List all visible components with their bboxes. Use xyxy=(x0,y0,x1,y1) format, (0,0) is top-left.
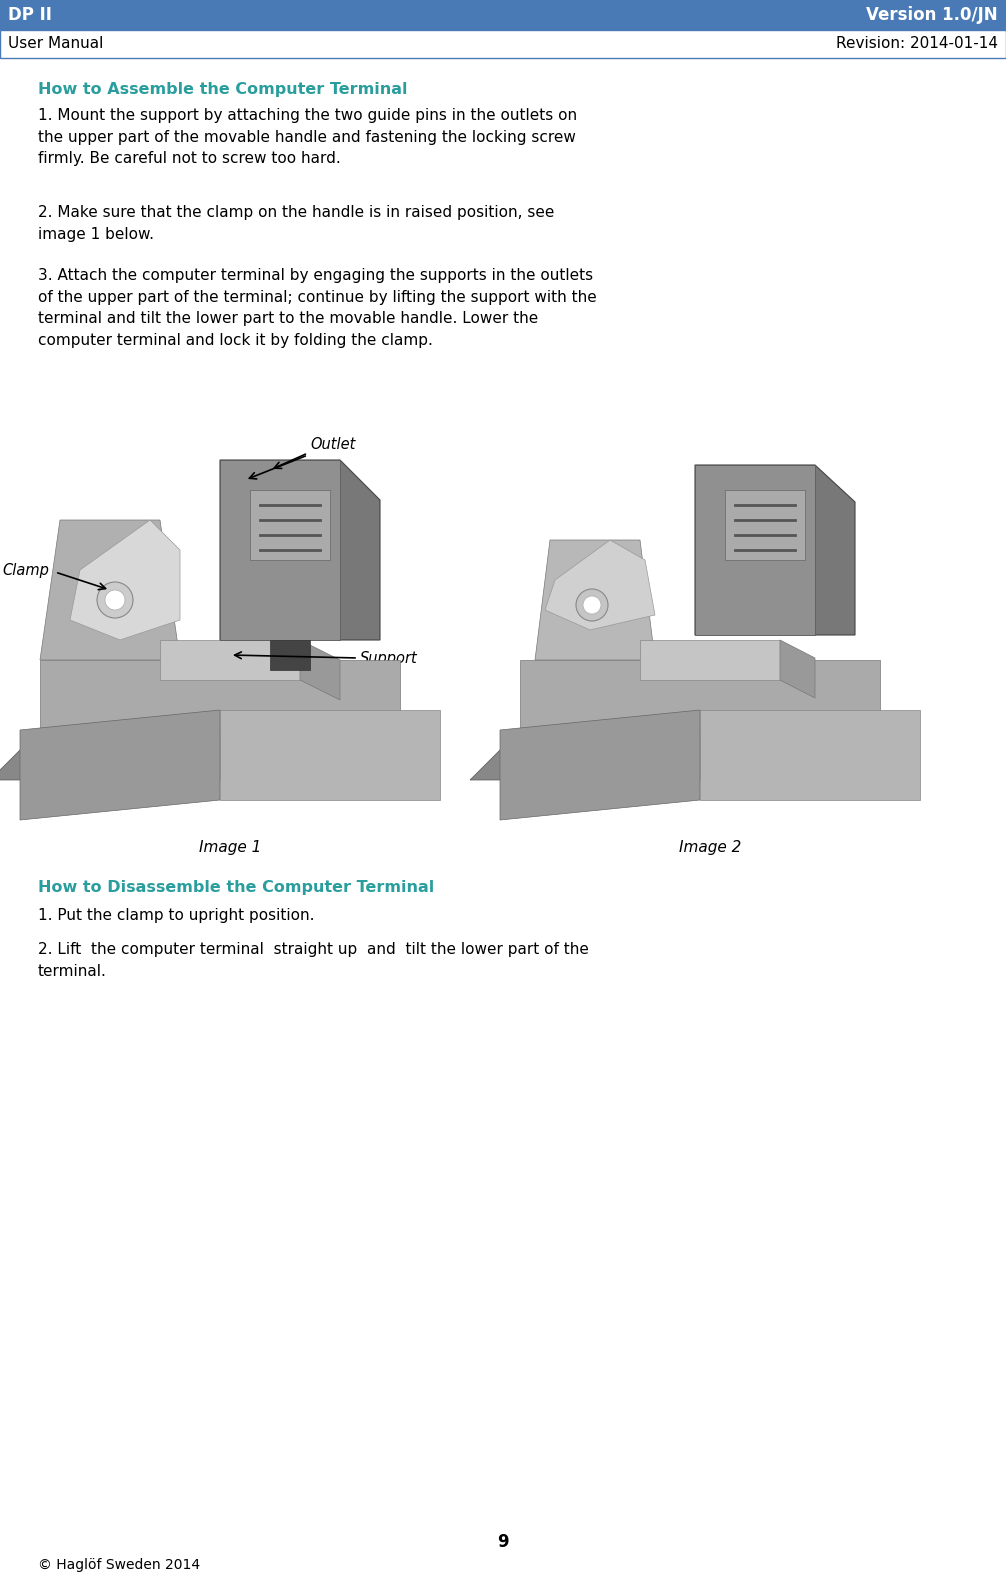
Polygon shape xyxy=(250,490,330,559)
Polygon shape xyxy=(725,490,805,559)
Polygon shape xyxy=(220,460,380,640)
Text: 3. Attach the computer terminal by engaging the supports in the outlets
of the u: 3. Attach the computer terminal by engag… xyxy=(38,269,597,348)
Text: User Manual: User Manual xyxy=(8,36,104,52)
Polygon shape xyxy=(40,660,400,730)
Polygon shape xyxy=(545,540,655,630)
Text: 9: 9 xyxy=(497,1533,509,1552)
Polygon shape xyxy=(20,709,220,820)
Text: How to Disassemble the Computer Terminal: How to Disassemble the Computer Terminal xyxy=(38,880,435,894)
Polygon shape xyxy=(520,660,880,730)
Polygon shape xyxy=(700,709,920,799)
Text: 2. Make sure that the clamp on the handle is in raised position, see
image 1 bel: 2. Make sure that the clamp on the handl… xyxy=(38,205,554,242)
Polygon shape xyxy=(640,640,780,679)
Circle shape xyxy=(583,596,601,615)
Polygon shape xyxy=(500,709,700,820)
Polygon shape xyxy=(160,640,300,679)
Polygon shape xyxy=(40,520,180,660)
Polygon shape xyxy=(695,465,855,635)
Text: Clamp: Clamp xyxy=(2,562,49,578)
Text: Version 1.0/JN: Version 1.0/JN xyxy=(866,6,998,24)
Polygon shape xyxy=(270,640,310,670)
Text: Outlet: Outlet xyxy=(310,438,355,452)
Polygon shape xyxy=(780,640,815,698)
Circle shape xyxy=(576,589,608,621)
Circle shape xyxy=(97,581,133,618)
Polygon shape xyxy=(220,460,340,640)
Polygon shape xyxy=(220,709,440,799)
Text: DP II: DP II xyxy=(8,6,52,24)
Polygon shape xyxy=(695,465,815,635)
Bar xyxy=(0,30,1006,58)
Text: Support: Support xyxy=(360,651,417,665)
Polygon shape xyxy=(0,730,440,781)
Text: Image 1: Image 1 xyxy=(199,841,262,855)
Text: 2. Lift  the computer terminal  straight up  and  tilt the lower part of the
ter: 2. Lift the computer terminal straight u… xyxy=(38,942,589,978)
Text: 1. Mount the support by attaching the two guide pins in the outlets on
the upper: 1. Mount the support by attaching the tw… xyxy=(38,107,577,166)
Circle shape xyxy=(105,589,125,610)
Polygon shape xyxy=(300,640,340,700)
Polygon shape xyxy=(70,520,180,640)
Polygon shape xyxy=(470,730,920,781)
Text: Revision: 2014-01-14: Revision: 2014-01-14 xyxy=(836,36,998,52)
Text: 1. Put the clamp to upright position.: 1. Put the clamp to upright position. xyxy=(38,908,315,923)
Bar xyxy=(0,0,1006,30)
Polygon shape xyxy=(535,540,655,660)
Text: Image 2: Image 2 xyxy=(679,841,741,855)
Text: How to Assemble the Computer Terminal: How to Assemble the Computer Terminal xyxy=(38,82,407,96)
Text: © Haglöf Sweden 2014: © Haglöf Sweden 2014 xyxy=(38,1558,200,1572)
